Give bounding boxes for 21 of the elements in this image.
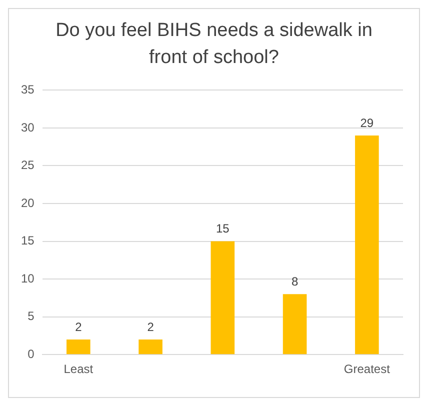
data-label: 8 [291, 274, 298, 288]
y-tick-label: 35 [20, 82, 35, 97]
bar [282, 294, 307, 354]
data-label: 2 [75, 320, 82, 334]
y-tick-label: 5 [28, 309, 35, 324]
data-label: 29 [360, 116, 374, 130]
data-label: 2 [147, 320, 154, 334]
y-tick-label: 10 [20, 271, 35, 286]
data-label: 15 [216, 222, 230, 236]
y-tick-label: 15 [20, 234, 35, 248]
bar [210, 241, 235, 354]
x-tick-label: Least [64, 362, 94, 376]
y-tick-label: 20 [20, 196, 35, 210]
x-tick-label: Greatest [344, 362, 391, 376]
chart-title: Do you feel BIHS needs a sidewalk in front of school? [54, 19, 374, 70]
bar [138, 339, 162, 354]
bar [66, 339, 90, 354]
bar [355, 136, 379, 354]
y-tick-label: 30 [20, 120, 35, 134]
y-tick-label: 0 [28, 346, 35, 361]
y-tick-label: 25 [20, 158, 35, 172]
